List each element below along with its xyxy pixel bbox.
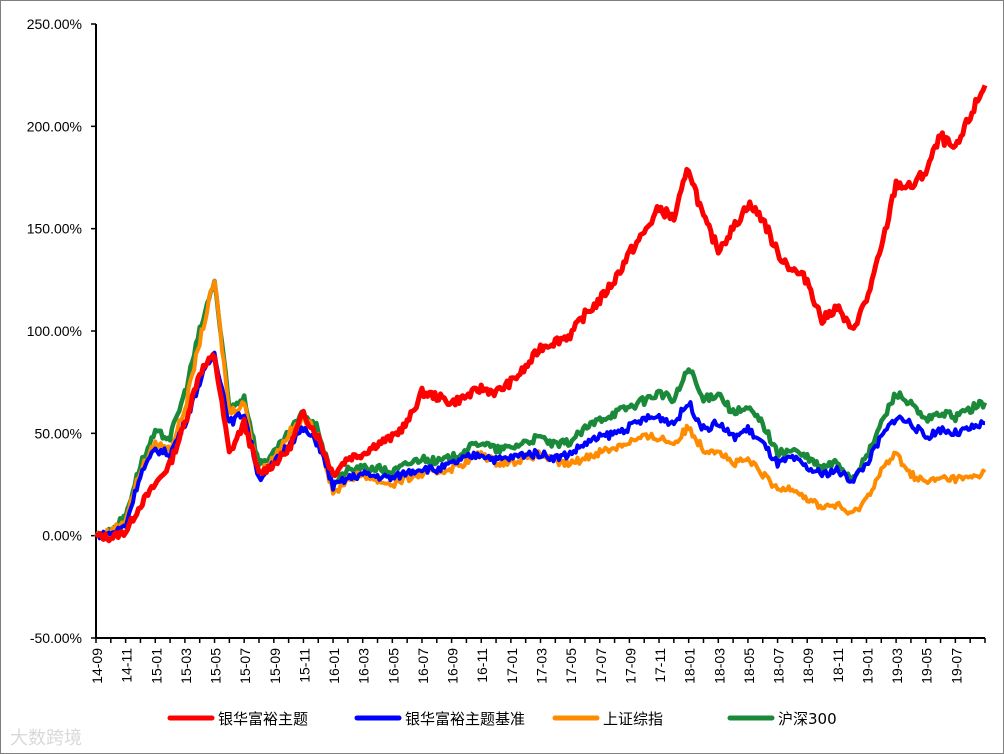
x-tick-label: 15-11 xyxy=(296,648,312,683)
y-tick-label: 200.00% xyxy=(27,118,82,134)
x-tick-label: 19-05 xyxy=(919,648,935,684)
legend-label: 上证综指 xyxy=(603,710,663,728)
series-line xyxy=(93,278,988,540)
x-tick-label: 17-01 xyxy=(504,648,520,684)
x-tick-label: 16-07 xyxy=(415,648,431,684)
x-tick-label: 17-03 xyxy=(534,648,550,684)
series-layer xyxy=(93,84,988,544)
series-line xyxy=(95,350,986,541)
x-tick-label: 17-05 xyxy=(563,648,579,684)
x-tick-label: 18-01 xyxy=(682,648,698,684)
x-tick-label: 18-11 xyxy=(830,648,846,683)
x-tick-label: 19-07 xyxy=(948,648,964,684)
x-tick-label: 17-09 xyxy=(622,648,638,684)
x-tick-label: 16-01 xyxy=(326,648,342,684)
y-tick-label: 50.00% xyxy=(35,425,82,441)
series-line xyxy=(94,84,988,544)
axes: 250.00% 200.00% 150.00% 100.00% 50.00% 0.00% -… xyxy=(27,16,986,684)
legend-label: 银华富裕主题 xyxy=(218,710,308,728)
legend-label: 银华富裕主题基准 xyxy=(405,710,525,728)
x-tick-label: 16-11 xyxy=(474,648,490,683)
x-tick-label: 15-01 xyxy=(148,648,164,684)
legend: 银华富裕主题 银华富裕主题基准 上证综指 沪深300 xyxy=(167,710,837,728)
x-tick-label: 15-03 xyxy=(178,648,194,684)
y-tick-label: 0.00% xyxy=(42,528,82,544)
x-tick-label: 18-07 xyxy=(771,648,787,684)
x-tick-label: 18-05 xyxy=(741,648,757,684)
x-tick-label: 15-07 xyxy=(237,648,253,684)
y-tick-label: 100.00% xyxy=(27,323,82,339)
x-tick-label: 16-09 xyxy=(445,648,461,684)
x-tick-label: 18-03 xyxy=(711,648,727,684)
x-tick-label: 17-11 xyxy=(652,648,668,683)
series-line xyxy=(94,279,987,539)
x-tick-label: 19-03 xyxy=(889,648,905,684)
x-tick-label: 18-09 xyxy=(800,648,816,684)
x-tick-label: 19-01 xyxy=(859,648,875,684)
x-tick-label: 16-03 xyxy=(356,648,372,684)
x-tick-label: 17-07 xyxy=(593,648,609,684)
y-tick-label: -50.00% xyxy=(30,630,82,646)
y-tick-label: 250.00% xyxy=(27,16,82,32)
legend-label: 沪深300 xyxy=(778,710,837,728)
x-tick-label: 14-09 xyxy=(89,648,105,684)
x-tick-label: 14-11 xyxy=(119,648,135,683)
x-tick-label: 15-05 xyxy=(208,648,224,684)
x-tick-label: 15-09 xyxy=(267,648,283,684)
y-tick-label: 150.00% xyxy=(27,221,82,237)
watermark: 大数跨境 xyxy=(10,728,82,749)
x-tick-label: 16-05 xyxy=(385,648,401,684)
